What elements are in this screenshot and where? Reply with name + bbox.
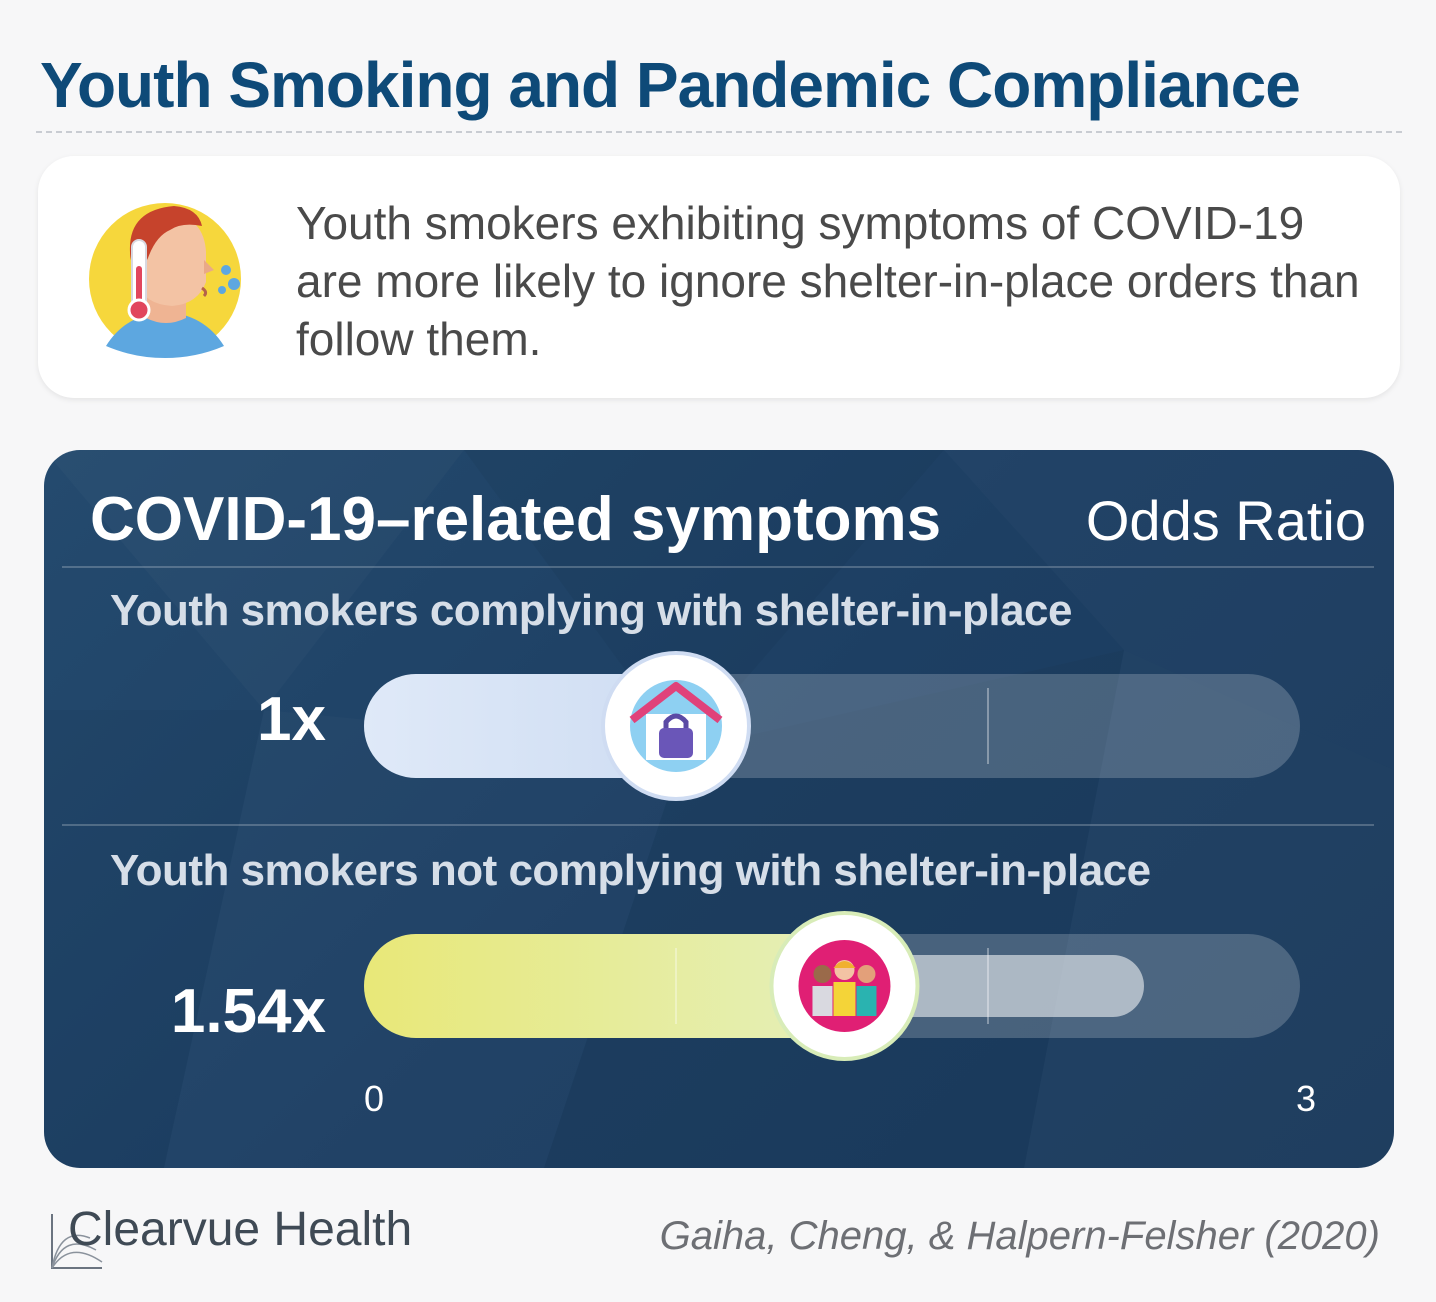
brand-mark-icon	[51, 1214, 103, 1269]
house-lock-icon	[629, 680, 723, 772]
brand-name: Clearvue Health	[68, 1203, 413, 1256]
row-1-value: 1x	[257, 685, 326, 754]
value-label: Odds Ratio	[1085, 489, 1366, 552]
brand-logo: Clearvue Health	[50, 1200, 430, 1270]
title-divider	[36, 131, 1402, 133]
sick-person-thermometer-icon	[89, 203, 241, 358]
chart-title: COVID-19–related symptoms	[90, 485, 942, 554]
odds-ratio-chart	[364, 651, 1300, 1061]
row-1-label: Youth smokers complying with shelter-in-…	[110, 586, 1072, 635]
intro-statement: Youth smokers exhibiting symptoms of COV…	[296, 197, 1360, 365]
header-divider	[62, 566, 1374, 568]
row-divider	[62, 824, 1374, 826]
group-of-people-icon	[798, 940, 891, 1032]
x-axis-min-label: 0	[364, 1078, 385, 1119]
citation: Gaiha, Cheng, & Halpern-Felsher (2020)	[659, 1214, 1380, 1258]
intro-card: Youth smokers exhibiting symptoms of COV…	[38, 156, 1400, 398]
bar-2	[364, 934, 885, 1038]
panel-background-pattern	[464, 450, 944, 750]
chart-panel: COVID-19–related symptoms Odds Ratio You…	[44, 450, 1394, 1168]
row-2-label: Youth smokers not complying with shelter…	[110, 846, 1151, 895]
row-2-value: 1.54x	[170, 977, 326, 1046]
x-axis-max-label: 3	[1296, 1078, 1317, 1119]
page-title: Youth Smoking and Pandemic Compliance	[40, 49, 1301, 121]
